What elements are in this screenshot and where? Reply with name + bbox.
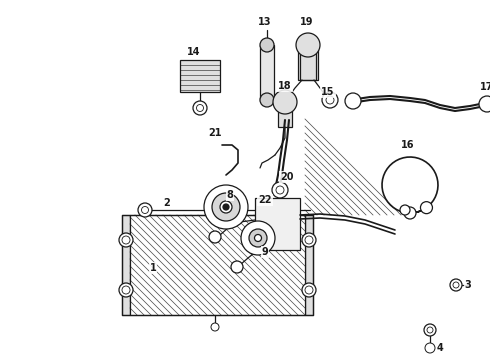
- Circle shape: [241, 221, 275, 255]
- Circle shape: [420, 202, 433, 213]
- Circle shape: [138, 203, 152, 217]
- Text: 13: 13: [258, 17, 272, 27]
- Circle shape: [400, 205, 410, 215]
- Bar: [130, 215, 305, 315]
- Text: 17: 17: [480, 82, 490, 92]
- Text: 20: 20: [280, 172, 294, 182]
- Text: 4: 4: [437, 343, 443, 353]
- Circle shape: [425, 343, 435, 353]
- Circle shape: [424, 324, 436, 336]
- Circle shape: [119, 233, 133, 247]
- Bar: [260, 45, 274, 100]
- Text: 15: 15: [321, 87, 335, 97]
- Circle shape: [220, 201, 232, 213]
- Circle shape: [211, 323, 219, 331]
- Circle shape: [212, 193, 240, 221]
- Circle shape: [296, 33, 320, 57]
- Bar: [122, 215, 130, 315]
- Circle shape: [249, 229, 267, 247]
- Bar: [305, 215, 313, 315]
- Bar: [180, 60, 220, 92]
- Text: 22: 22: [258, 195, 272, 205]
- Circle shape: [260, 38, 274, 52]
- Circle shape: [404, 207, 416, 219]
- Text: 14: 14: [187, 47, 201, 57]
- Text: 19: 19: [300, 17, 314, 27]
- Circle shape: [223, 204, 229, 210]
- Text: 3: 3: [465, 280, 471, 290]
- Circle shape: [272, 182, 288, 198]
- Circle shape: [193, 101, 207, 115]
- Circle shape: [273, 90, 297, 114]
- Circle shape: [302, 233, 316, 247]
- Text: 8: 8: [226, 190, 233, 200]
- Bar: [278, 102, 292, 127]
- Circle shape: [450, 279, 462, 291]
- Text: 16: 16: [401, 140, 415, 150]
- Circle shape: [345, 93, 361, 109]
- Circle shape: [254, 234, 262, 242]
- Circle shape: [204, 185, 248, 229]
- Circle shape: [119, 283, 133, 297]
- Text: 2: 2: [164, 198, 171, 208]
- Circle shape: [479, 96, 490, 112]
- Circle shape: [231, 261, 243, 273]
- Text: 18: 18: [278, 81, 292, 91]
- Bar: [255, 198, 300, 250]
- Text: 1: 1: [149, 263, 156, 273]
- Circle shape: [209, 231, 221, 243]
- Circle shape: [260, 93, 274, 107]
- Circle shape: [302, 283, 316, 297]
- Bar: [298, 50, 318, 80]
- Circle shape: [322, 92, 338, 108]
- Text: 21: 21: [208, 128, 222, 138]
- Text: 9: 9: [262, 247, 269, 257]
